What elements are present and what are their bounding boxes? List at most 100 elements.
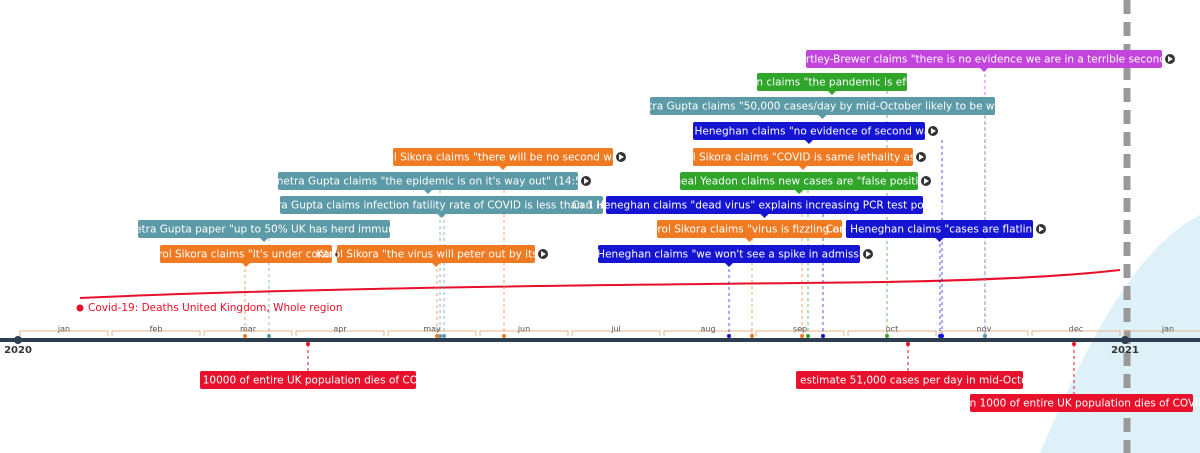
event-dot	[243, 334, 247, 338]
event-box[interactable]	[757, 73, 907, 91]
event-box[interactable]	[278, 172, 578, 190]
milestone-label[interactable]: ONS estimate 51,000 cases per day in mid…	[774, 375, 1046, 387]
month-tick	[660, 338, 664, 342]
event-label[interactable]: Carl Heneghan claims "no evidence of sec…	[670, 126, 948, 138]
month-tick	[844, 338, 848, 342]
month-tick	[384, 338, 388, 342]
event-box[interactable]	[693, 122, 925, 140]
year-label: 2021	[1111, 345, 1139, 356]
month-bracket	[755, 330, 845, 336]
month-bracket	[479, 330, 569, 336]
event-box[interactable]	[393, 148, 613, 166]
event-label[interactable]: Karol Sikora claims "virus is fizzling o…	[644, 224, 854, 236]
event-pointer	[805, 140, 813, 144]
event-pointer	[818, 115, 827, 119]
month-label: aug	[700, 325, 715, 334]
event-box[interactable]	[657, 220, 842, 238]
month-label: may	[423, 325, 441, 334]
month-bracket	[939, 330, 1029, 336]
month-label: sep	[793, 325, 807, 334]
month-tick	[200, 338, 204, 342]
event-label[interactable]: Karol Sikora claims "It's under control"	[145, 249, 347, 261]
event-pointer	[437, 214, 446, 218]
event-pointer	[260, 238, 268, 242]
event-pointer	[980, 68, 988, 72]
event-label[interactable]: Carl Heneghan claims "we won't see a spi…	[573, 249, 885, 261]
play-icon	[919, 154, 924, 160]
milestone-box[interactable]	[970, 394, 1193, 412]
event-box[interactable]	[280, 196, 603, 214]
year-dot	[1121, 336, 1129, 344]
event-label[interactable]: Micheal Yeadon claims new cases are "fal…	[657, 176, 942, 188]
event-dot	[267, 334, 271, 338]
event-pointer	[799, 166, 807, 170]
event-dot	[502, 334, 506, 338]
event-pointer	[745, 238, 754, 242]
play-icon	[584, 178, 589, 184]
event-box[interactable]	[693, 148, 913, 166]
event-dot	[435, 334, 439, 338]
deaths-line	[79, 269, 1121, 299]
milestone-label[interactable]: 1 in 10000 of entire UK population dies …	[180, 375, 436, 387]
event-label[interactable]: Carl Heneghan claims "dead virus" explai…	[572, 200, 957, 212]
event-label[interactable]: Karol Sikora claims "COVID is same letha…	[669, 152, 937, 164]
event-label[interactable]: Sunetra Gupta claims "50,000 cases/day b…	[622, 101, 1023, 113]
event-dot	[442, 334, 446, 338]
event-box[interactable]	[138, 220, 390, 238]
year-dot	[14, 336, 22, 344]
month-label: nov	[977, 325, 992, 334]
month-tick	[1028, 338, 1032, 342]
year-label: 2020	[4, 345, 32, 356]
milestone-label[interactable]: 1 in 1000 of entire UK population dies o…	[957, 398, 1200, 410]
event-label[interactable]: Karol Sikora claims "there will be no se…	[370, 152, 636, 164]
event-pointer	[725, 263, 733, 267]
event-pointer	[499, 166, 507, 170]
month-bracket	[203, 330, 293, 336]
play-icon	[931, 128, 936, 134]
event-box[interactable]	[680, 172, 918, 190]
event-label[interactable]: Michael Yeadon claims "the pandemic is e…	[682, 77, 982, 89]
event-label[interactable]: Sunetra Gupta paper "up to 50% UK has he…	[115, 224, 413, 236]
event-pointer	[795, 190, 803, 194]
event-label[interactable]: Julia Hartley-Brewer claims "there is no…	[765, 54, 1200, 66]
month-tick	[568, 338, 572, 342]
series-dot	[76, 304, 84, 312]
event-box[interactable]	[846, 220, 1033, 238]
month-label: feb	[150, 325, 163, 334]
month-bracket	[847, 330, 937, 336]
month-bracket	[1123, 330, 1200, 336]
event-dot	[727, 334, 731, 338]
month-bracket	[571, 330, 661, 336]
month-bracket	[663, 330, 753, 336]
event-box[interactable]	[606, 196, 923, 214]
event-pointer	[760, 214, 769, 218]
month-bracket	[295, 330, 385, 336]
event-box[interactable]	[598, 245, 860, 263]
play-icon	[619, 154, 624, 160]
event-label[interactable]: Karol Sikora "the virus will peter out b…	[316, 249, 555, 261]
month-label: jan	[57, 325, 70, 334]
event-dot	[983, 334, 987, 338]
milestone-box[interactable]	[796, 371, 1023, 389]
event-label[interactable]: Sunetra Gupta claims infection fatility …	[246, 200, 636, 212]
event-pointer	[935, 238, 944, 242]
event-dot	[806, 334, 810, 338]
event-dot	[438, 334, 442, 338]
month-label: oct	[886, 325, 898, 334]
event-label[interactable]: Sunetra Gupta claims "the epidemic is on…	[263, 176, 592, 188]
event-box[interactable]	[650, 97, 995, 115]
event-label[interactable]: Carl Heneghan claims "cases are flatlini…	[826, 224, 1053, 236]
month-label: dec	[1069, 325, 1083, 334]
month-label: mar	[240, 325, 257, 334]
month-tick	[292, 338, 296, 342]
event-box[interactable]	[337, 245, 535, 263]
play-icon	[866, 251, 871, 257]
milestone-box[interactable]	[200, 371, 416, 389]
event-box[interactable]	[806, 50, 1162, 68]
event-pointer	[432, 263, 440, 267]
event-dot	[750, 334, 754, 338]
event-dot	[821, 334, 825, 338]
play-icon	[1168, 56, 1173, 62]
event-box[interactable]	[160, 245, 332, 263]
month-bracket	[1031, 330, 1121, 336]
